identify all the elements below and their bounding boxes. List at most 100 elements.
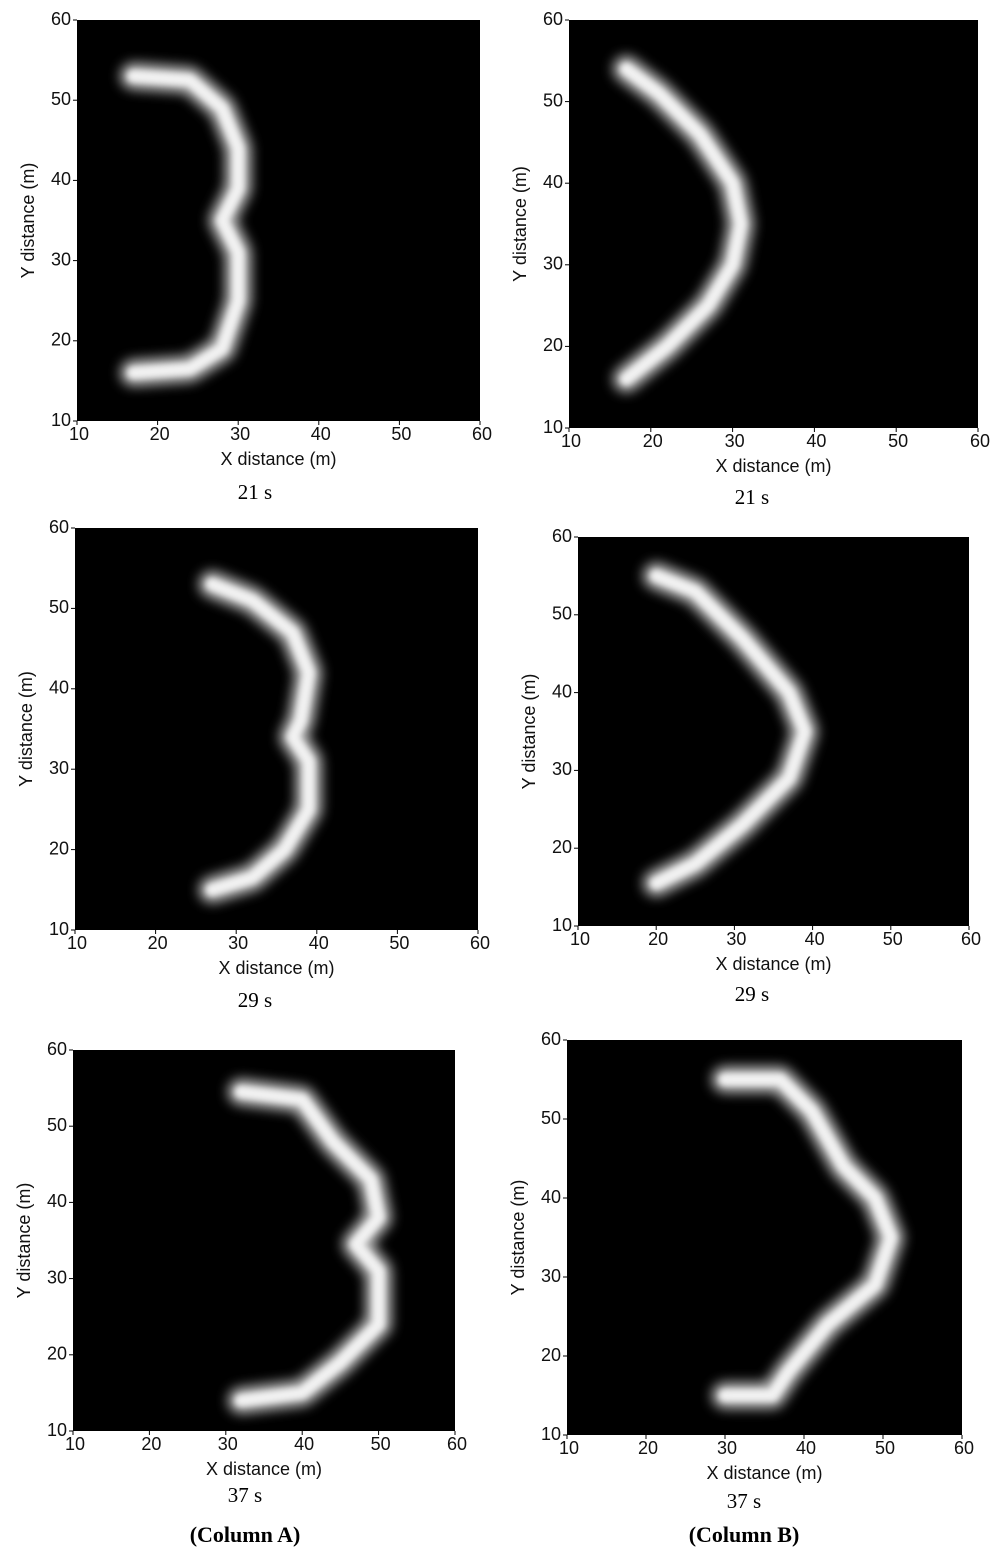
front-core [719,1073,897,1402]
y-tick-label: 60 [49,517,69,537]
front-core [235,1085,385,1407]
y-axis-title: Y distance (m) [18,163,38,279]
x-tick-label: 60 [954,1438,974,1458]
y-tick-label: 30 [552,759,572,779]
y-tick-label: 40 [541,1187,561,1207]
y-axis-title: Y distance (m) [510,166,530,282]
y-tick-label: 50 [49,597,69,617]
caption: 29 s [238,988,272,1012]
x-tick-label: 60 [447,1434,467,1454]
panel: 10 20 30 40 50 60 10 20 30 40 50 60 X distance (m) Y … [14,1039,467,1507]
column-label: (Column B) [689,1522,800,1547]
y-tick-label: 30 [47,1267,67,1287]
column-label: (Column A) [190,1522,301,1547]
x-tick-label: 10 [69,424,89,444]
panel: 10 20 30 40 50 60 10 20 30 40 50 60 X distance (m) Y … [510,9,990,509]
x-tick-label: 50 [883,929,903,949]
front-core [620,62,747,386]
caption: 21 s [238,480,272,504]
y-tick-label: 40 [552,681,572,701]
y-tick-label: 40 [49,678,69,698]
y-tick-label: 10 [47,1420,67,1440]
y-tick-label: 40 [47,1191,67,1211]
plot-area [578,537,969,926]
y-tick-label: 20 [552,837,572,857]
plot-content [199,571,322,903]
y-tick-label: 10 [543,417,563,437]
y-axis-title: Y distance (m) [508,1180,528,1296]
x-tick-label: 40 [309,933,329,953]
x-tick-label: 30 [726,929,746,949]
plot-content [712,1066,904,1409]
x-tick-label: 10 [570,929,590,949]
y-tick-label: 30 [51,249,71,269]
x-tick-label: 30 [228,933,248,953]
x-axis-title: X distance (m) [220,449,336,469]
plot-content [120,63,252,386]
x-tick-label: 20 [643,431,663,451]
caption: 37 s [228,1483,262,1507]
front-core [206,578,315,896]
x-tick-label: 30 [230,424,250,444]
panel: 10 20 30 40 50 60 10 20 30 40 50 60 X distance (m) Y … [18,9,492,504]
x-tick-label: 20 [148,933,168,953]
x-tick-label: 10 [559,1438,579,1458]
y-tick-label: 20 [51,330,71,350]
y-tick-label: 10 [49,919,69,939]
x-tick-label: 60 [470,933,490,953]
x-tick-label: 20 [638,1438,658,1458]
x-tick-label: 50 [371,1434,391,1454]
y-tick-label: 50 [552,604,572,624]
y-tick-label: 60 [47,1039,67,1059]
y-tick-label: 20 [49,838,69,858]
x-axis-title: X distance (m) [206,1459,322,1479]
y-tick-label: 20 [541,1345,561,1365]
x-tick-label: 30 [218,1434,238,1454]
x-tick-label: 40 [294,1434,314,1454]
y-tick-label: 50 [51,89,71,109]
panel: 10 20 30 40 50 60 10 20 30 40 50 60 X distance (m) Y … [508,1029,974,1513]
y-tick-label: 60 [541,1029,561,1049]
x-axis-title: X distance (m) [715,456,831,476]
y-tick-label: 50 [543,90,563,110]
x-tick-label: 20 [150,424,170,444]
x-tick-label: 40 [796,1438,816,1458]
y-tick-label: 10 [541,1424,561,1444]
x-tick-label: 60 [472,424,492,444]
x-tick-label: 10 [561,431,581,451]
x-tick-label: 10 [65,1434,85,1454]
y-tick-label: 20 [47,1344,67,1364]
panel: 10 20 30 40 50 60 10 20 30 40 50 60 X distance (m) Y … [519,526,981,1006]
y-tick-label: 60 [543,9,563,29]
y-tick-label: 20 [543,335,563,355]
x-tick-label: 30 [717,1438,737,1458]
plot-content [643,562,818,897]
plot-content [613,55,754,393]
y-axis-title: Y distance (m) [519,674,539,790]
x-tick-label: 40 [806,431,826,451]
x-tick-label: 20 [141,1434,161,1454]
x-tick-label: 50 [389,933,409,953]
x-tick-label: 40 [805,929,825,949]
y-axis-title: Y distance (m) [14,1183,34,1299]
caption: 37 s [727,1489,761,1513]
y-tick-label: 30 [541,1266,561,1286]
y-tick-label: 60 [552,526,572,546]
x-tick-label: 40 [311,424,331,444]
y-tick-label: 30 [49,758,69,778]
y-tick-label: 40 [51,169,71,189]
plot-area [73,1050,455,1431]
y-tick-label: 50 [541,1108,561,1128]
caption: 29 s [735,982,769,1006]
x-tick-label: 50 [875,1438,895,1458]
y-tick-label: 50 [47,1115,67,1135]
caption: 21 s [735,485,769,509]
x-tick-label: 60 [970,431,990,451]
x-tick-label: 10 [67,933,87,953]
x-tick-label: 20 [648,929,668,949]
front-core [127,70,245,379]
x-tick-label: 30 [725,431,745,451]
y-tick-label: 10 [51,410,71,430]
x-tick-label: 50 [391,424,411,444]
